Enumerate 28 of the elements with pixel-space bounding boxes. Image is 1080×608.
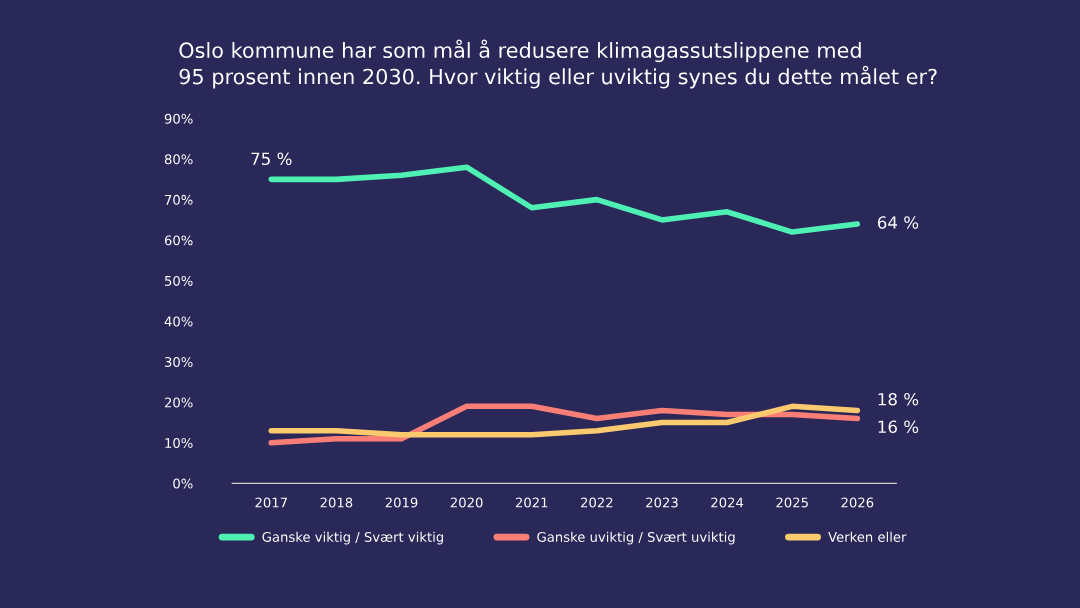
y-tick-label: 30% [164, 356, 193, 367]
y-tick-label: 20% [164, 397, 193, 408]
y-tick-label: 0% [173, 478, 193, 489]
x-tick-label: 2024 [711, 497, 744, 508]
legend-label: Ganske uviktig / Svært uviktig [537, 531, 735, 545]
y-tick-label: 90% [164, 113, 193, 124]
x-tick-label: 2018 [320, 497, 353, 508]
y-tick-label: 10% [165, 438, 193, 449]
x-tick-label: 2019 [385, 497, 418, 508]
y-tick-label: 70% [165, 194, 193, 205]
legend-label: Ganske viktig / Svært viktig [262, 531, 443, 545]
x-tick-label: 2017 [255, 497, 287, 508]
x-tick-label: 2026 [841, 497, 874, 508]
annotation: 18 % [878, 392, 919, 406]
x-tick-label: 2022 [581, 497, 613, 508]
legend-label: Verken eller [828, 531, 907, 542]
x-tick-label: 2025 [776, 497, 808, 508]
x-tick-label: 2021 [515, 497, 548, 508]
y-tick-label: 50% [165, 275, 193, 286]
y-tick-label: 40% [164, 316, 193, 327]
y-tick-label: 80% [164, 154, 193, 165]
annotation: 16 % [878, 420, 919, 434]
annotation: 64 % [877, 216, 919, 229]
x-tick-label: 2020 [450, 497, 483, 508]
chart-title: Oslo kommune har som mål å redusere klimagassutslippene med 95 prosent innen 2030. Hvor viktig eller uviktig synes du dette målet er? [179, 39, 937, 89]
x-tick-label: 2023 [646, 497, 678, 508]
annotation: 75 % [251, 152, 292, 166]
y-tick-label: 60% [164, 235, 193, 246]
